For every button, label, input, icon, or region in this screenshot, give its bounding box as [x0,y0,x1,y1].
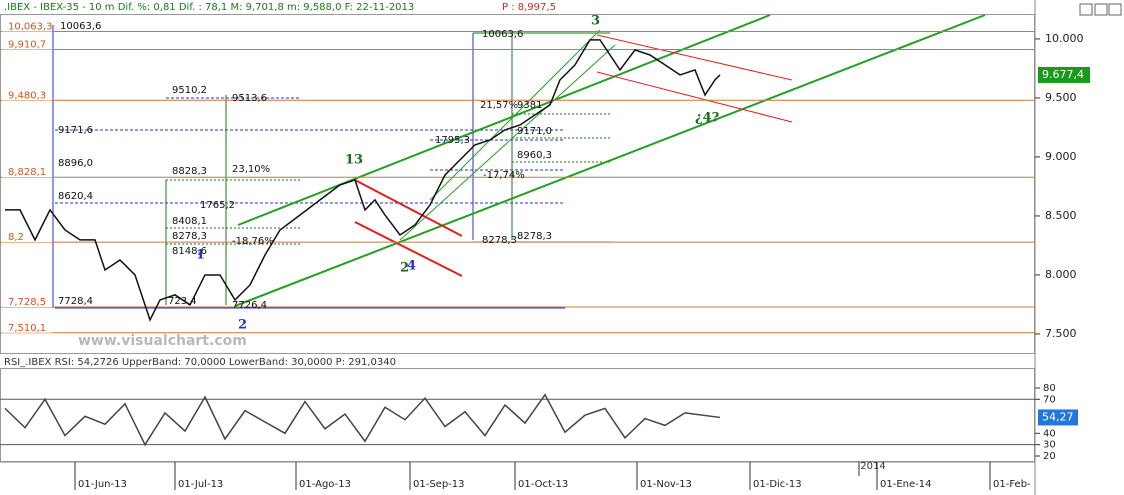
annotation: 8960,3 [517,150,552,161]
rsi-y-tick-label: 80 [1043,383,1056,394]
trend-lines [234,14,986,307]
level-label: 9,480,3 [8,90,46,101]
annotation: 10063,6 [482,29,523,40]
level-label-bg [2,166,52,178]
annotation: 8278,3 [172,231,207,242]
annotation: 8148,6 [172,246,207,257]
current-rsi: 54,27 [1042,410,1074,423]
current-price: 9.677,4 [1042,68,1084,81]
annotation: 8278,3 [517,231,552,242]
y-tick-label: 10.000 [1045,32,1084,45]
rsi-line [4,393,721,447]
current-price-box [1038,66,1090,83]
wave-label: 1 [196,248,205,263]
annotation: 8278,3 [482,235,517,246]
wave-label: 2 [238,318,247,333]
annotation: 9171,6 [58,125,93,136]
y-tick-label: 8.500 [1045,209,1077,222]
level-label-bg [2,89,52,101]
level-label: 8,828,1 [8,167,46,178]
level-label: 10,063,3 [8,21,53,32]
x-tick-label: 01-Oct-13 [518,479,568,490]
level-label-bg [2,20,52,32]
header-info: .IBEX - IBEX-35 - 10 m Dif. %: 0,81 Dif.… [4,2,414,13]
y-tick-label: 7.500 [1045,327,1077,340]
x-tick-label: 01-Ago-13 [299,479,351,490]
annotation: -18,76% [232,236,274,247]
annotation: 7728,4 [58,296,93,307]
annotation: 9510,2 [172,85,207,96]
close[interactable] [1108,3,1122,16]
wave-label: 2 [400,261,409,276]
rsi-header: RSI_.IBEX RSI: 54,2726 UpperBand: 70,000… [4,357,396,368]
x-tick-label: 01-Ene-14 [880,479,931,490]
annotation: 7726,4 [232,300,267,311]
annotation: 21,57% [480,100,518,111]
window-controls[interactable] [1079,3,1122,16]
annotation: 9513,6 [232,93,267,104]
annotation: 9171,0 [517,126,552,137]
annotation: 8896,0 [58,158,93,169]
watermark: www.visualchart.com [78,333,247,349]
annotation: 1795,3 [435,135,470,146]
level-label: 7,728,5 [8,297,46,308]
level-label-bg [2,321,52,333]
x-tick-label: 01-Feb- [993,479,1031,490]
minimize[interactable] [1079,3,1093,16]
year-label: 2014 [860,461,885,472]
level-label-bg [2,38,52,50]
x-tick-label: 01-Sep-13 [413,479,465,490]
rsi-y-tick-label: 40 [1043,428,1056,439]
x-tick-label: 01-Jul-13 [178,479,223,490]
rsi-y-tick-label: 20 [1043,451,1056,462]
annotation: 10063,6 [60,21,101,32]
wave-label: 3 [591,14,600,29]
level-label: 8,2 [8,232,24,243]
annotation: 23,10% [232,164,270,175]
level-label-bg [2,231,52,243]
level-label-bg [2,295,52,307]
y-tick-label: 9.500 [1045,91,1077,104]
maximize[interactable] [1094,3,1108,16]
annotation: 8620,4 [58,191,93,202]
level-label: 9,910,7 [8,39,46,50]
price-line [5,39,721,322]
rsi-y-tick-label: 70 [1043,394,1056,405]
annotation: 8408,1 [172,216,207,227]
wave-label: 13 [345,153,363,168]
x-tick-label: 01-Nov-13 [640,479,692,490]
annotation: 1765,2 [200,200,235,211]
annotation: 723,4 [168,296,197,307]
y-tick-label: 9.000 [1045,150,1077,163]
rsi-y-tick-label: 30 [1043,440,1056,451]
annotation: 9381 [517,100,542,111]
header-price: P : 8,997,5 [502,2,556,13]
y-tick-label: 8.000 [1045,268,1077,281]
wave-label: ¿4? [695,111,720,126]
level-label: 7,510,1 [8,323,46,334]
current-rsi-box [1038,409,1078,426]
x-tick-label: 01-Dic-13 [753,479,802,490]
annotation: 8828,3 [172,166,207,177]
annotation: -17,74% [483,170,525,181]
x-tick-label: 01-Jun-13 [78,479,127,490]
wave-label: 4 [407,259,416,274]
